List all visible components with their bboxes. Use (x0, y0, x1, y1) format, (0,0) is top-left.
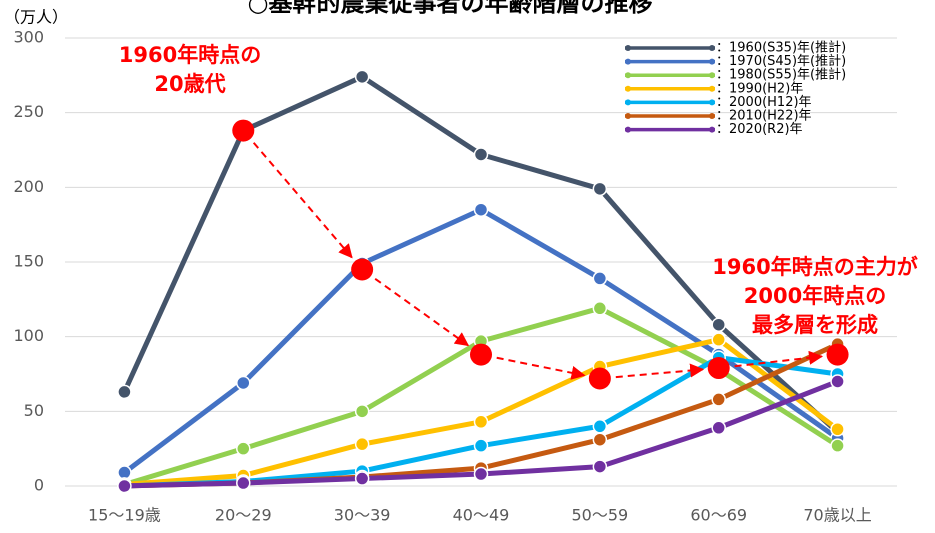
data-point (830, 374, 845, 389)
legend-label: ：2020(R2)年 (716, 122, 803, 137)
y-tick-label: 50 (24, 401, 44, 420)
annotation: 最多層を形成 (752, 313, 878, 337)
highlight-point (588, 367, 611, 390)
legend-marker (709, 99, 715, 106)
highlight-point (707, 357, 730, 380)
y-tick-label: 150 (13, 252, 44, 271)
legend-marker (709, 126, 715, 133)
data-point (354, 436, 370, 452)
legend-marker (625, 126, 631, 133)
legend-marker (625, 58, 631, 65)
highlight-point (351, 258, 374, 281)
x-tick-label: 30〜39 (334, 506, 391, 525)
y-axis-label: （万人） (4, 8, 68, 27)
data-point (117, 465, 132, 480)
y-tick-label: 200 (13, 177, 44, 196)
legend-marker (709, 85, 715, 92)
chart-title: ○基幹的農業従事者の年齢階層の推移 (248, 0, 653, 17)
data-point (236, 375, 251, 391)
data-point (354, 69, 370, 85)
data-point (354, 471, 370, 486)
x-tick-label: 60〜69 (690, 506, 747, 525)
data-point (592, 271, 608, 286)
data-point (592, 301, 608, 316)
legend-label: ：1970(S45)年(推計) (716, 53, 846, 69)
legend-marker (709, 58, 715, 65)
data-point (830, 422, 845, 437)
annotation: 20歳代 (154, 72, 225, 96)
data-point (473, 466, 489, 482)
legend-marker (625, 113, 631, 119)
highlight-point (232, 119, 255, 142)
data-point (473, 438, 489, 453)
cohort-arrow (734, 350, 824, 368)
legend-marker (625, 45, 631, 51)
data-point (592, 181, 608, 197)
data-point (592, 419, 608, 434)
x-tick-label: 50〜59 (571, 506, 628, 525)
y-tick-label: 100 (13, 326, 44, 345)
data-point (830, 438, 845, 453)
data-point (473, 147, 489, 162)
highlight-point (470, 343, 492, 366)
legend-marker (709, 45, 715, 51)
data-point (711, 392, 726, 407)
x-tick-label: 20〜29 (215, 506, 272, 525)
data-point (711, 332, 726, 347)
data-point (354, 404, 370, 419)
cohort-arrow (252, 142, 353, 259)
legend-marker (709, 113, 715, 119)
data-point (711, 317, 726, 332)
annotation: 1960年時点の主力が (712, 255, 917, 279)
annotation: 2000年時点の (744, 284, 886, 308)
data-point (117, 478, 132, 494)
legend-marker (625, 99, 631, 106)
legend-marker (625, 85, 631, 92)
x-tick-label: 15〜19歳 (88, 506, 161, 525)
x-tick-label: 70歳以上 (803, 506, 871, 525)
data-point (592, 459, 608, 474)
legend-label: ：1980(S55)年(推計) (716, 67, 846, 83)
data-point (473, 202, 489, 217)
legend-marker (709, 72, 715, 79)
legend-marker (625, 72, 631, 79)
legend-label: ：2010(H22)年 (716, 109, 812, 124)
annotation: 1960年時点の (119, 43, 261, 67)
data-point (711, 420, 726, 436)
legend-label: ：1960(S35)年(推計) (716, 40, 846, 56)
y-tick-label: 0 (34, 476, 44, 495)
data-point (117, 384, 132, 400)
cohort-arrow (615, 363, 705, 379)
highlight-point (826, 343, 849, 366)
x-tick-label: 40〜49 (453, 506, 510, 525)
y-tick-label: 250 (13, 102, 44, 121)
cohort-arrow (496, 356, 586, 380)
cohort-arrow (374, 277, 470, 347)
data-point (473, 414, 489, 430)
y-tick-label: 300 (13, 28, 44, 47)
data-point (236, 475, 251, 491)
data-point (592, 432, 608, 447)
legend-label: ：2000(H12)年 (716, 95, 812, 110)
legend-label: ：1990(H2)年 (716, 81, 803, 96)
data-point (236, 441, 251, 456)
